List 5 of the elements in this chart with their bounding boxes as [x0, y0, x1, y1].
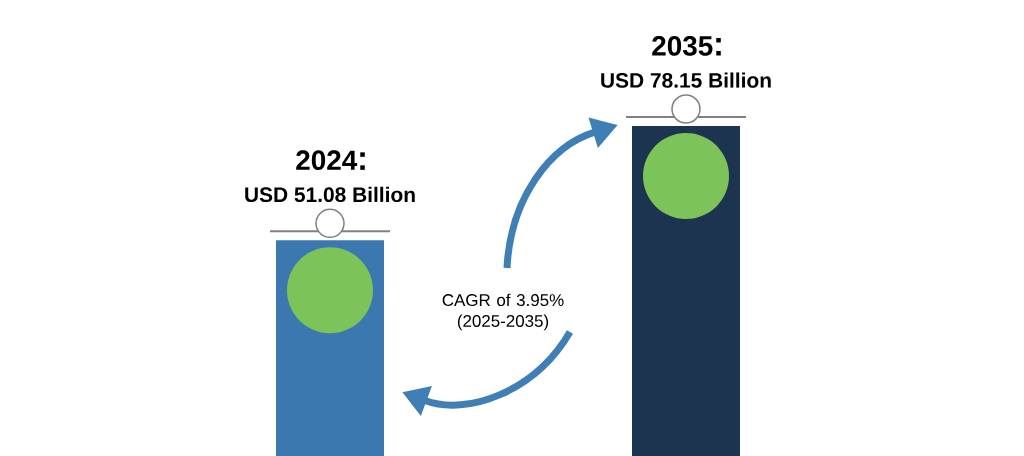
data-label: USD 51.08 Billion — [245, 186, 415, 203]
data-label: USD 78.15 Billion — [601, 72, 771, 88]
x-tick-label: 2024 — [296, 150, 358, 171]
annotation: CAGR of 3.95% (2025-2035) — [442, 293, 564, 331]
x-tick-label: 2035 — [652, 36, 713, 56]
